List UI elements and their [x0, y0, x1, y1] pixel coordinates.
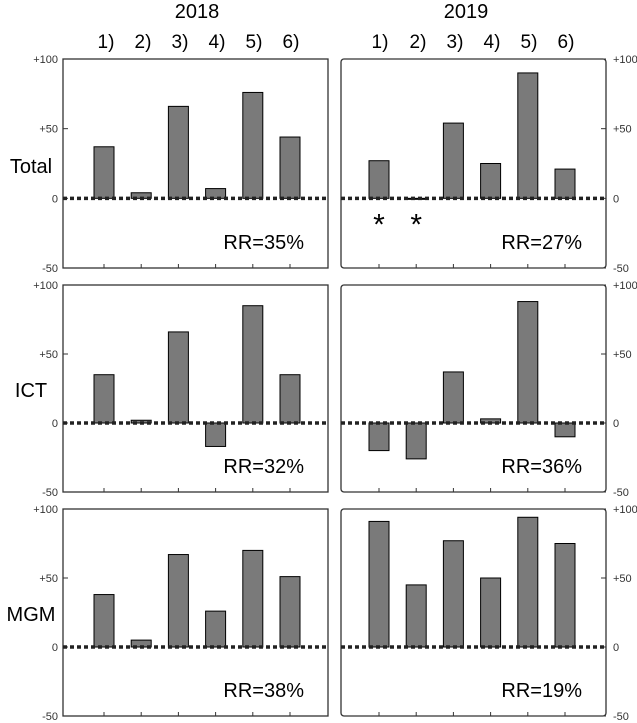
y-tick-label: -50 — [613, 711, 629, 723]
y-tick-label: -50 — [42, 263, 58, 275]
bar-ict-2018-5 — [242, 305, 264, 424]
bar-ict-2019-1 — [368, 422, 390, 452]
bar-ict-2019-5 — [517, 301, 539, 424]
bar-ict-2018-3 — [167, 331, 189, 424]
column-title-2019: 2019 — [444, 1, 489, 23]
bar-mgm-2018-3 — [167, 554, 189, 648]
bar-mgm-2018-1 — [93, 594, 115, 648]
panel-frame — [340, 58, 607, 269]
y-tick-label: +100 — [33, 54, 58, 66]
bar-total-2018-4 — [205, 188, 227, 199]
panel-total-2019: +100 +50 0 -50 * * RR=27% — [340, 54, 637, 275]
panel-ict-2019: +100 +50 0 -50 RR=36% — [340, 280, 637, 499]
bar-ict-2018-6 — [279, 374, 301, 424]
y-tick-label: +100 — [613, 504, 637, 516]
y-tick-label: +50 — [613, 124, 632, 136]
panel-total-2018: +100 +50 0 -50 RR=35% — [33, 54, 329, 275]
bar-total-2019-1 — [368, 160, 390, 199]
rr-label: RR=38% — [223, 680, 304, 702]
bar-total-2019-2 — [405, 197, 427, 200]
bar-ict-2018-4 — [205, 422, 227, 447]
bar-ict-2019-3 — [442, 371, 464, 424]
category-label: 5) — [521, 32, 538, 53]
bar-total-2019-5 — [517, 72, 539, 199]
category-label: 6) — [283, 32, 300, 53]
y-tick-label: -50 — [613, 487, 629, 499]
category-label: 1) — [98, 32, 115, 53]
bar-total-2018-3 — [167, 105, 189, 199]
category-label: 6) — [558, 32, 575, 53]
bar-total-2019-3 — [442, 122, 464, 199]
bar-ict-2018-1 — [93, 374, 115, 424]
panel-ict-2018: +100 +50 0 -50 RR=32% — [33, 280, 329, 499]
bar-mgm-2019-2 — [405, 584, 427, 648]
y-tick-label: +50 — [613, 573, 632, 585]
category-labels: 1) 2) 3) 4) 5) 6) 1) 2) 3) 4) 5) 6) — [98, 32, 575, 53]
y-tick-label: 0 — [613, 418, 619, 430]
panel-mgm-2018: +100 +50 0 -50 RR=38% — [33, 504, 329, 723]
y-tick-label: 0 — [52, 193, 58, 205]
bar-total-2018-6 — [279, 136, 301, 199]
category-label: 4) — [484, 32, 501, 53]
row-labels: Total ICT MGM — [7, 156, 56, 626]
y-tick-label: 0 — [613, 642, 619, 654]
bar-mgm-2018-4 — [205, 610, 227, 648]
bar-mgm-2019-3 — [442, 540, 464, 648]
bar-ict-2019-6 — [554, 422, 576, 438]
rr-label: RR=19% — [501, 680, 582, 702]
y-tick-label: +50 — [39, 349, 58, 361]
category-label: 3) — [447, 32, 464, 53]
bar-mgm-2018-5 — [242, 549, 264, 648]
bar-total-2019-6 — [554, 168, 576, 199]
category-label: 5) — [246, 32, 263, 53]
y-tick-label: +50 — [613, 349, 632, 361]
rr-label: RR=32% — [223, 456, 304, 478]
row-label-total: Total — [10, 156, 52, 178]
category-label: 2) — [410, 32, 427, 53]
y-tick-label: +100 — [33, 280, 58, 292]
bar-total-2018-1 — [93, 146, 115, 199]
y-tick-label: +50 — [39, 573, 58, 585]
bar-mgm-2019-5 — [517, 516, 539, 648]
y-tick-label: -50 — [613, 263, 629, 275]
y-tick-label: +100 — [613, 280, 637, 292]
bar-total-2019-4 — [480, 163, 502, 199]
column-title-2018: 2018 — [175, 1, 220, 23]
y-tick-label: +100 — [613, 54, 637, 66]
bar-mgm-2019-1 — [368, 520, 390, 648]
category-label: 1) — [372, 32, 389, 53]
y-tick-label: 0 — [613, 193, 619, 205]
bar-total-2018-5 — [242, 91, 264, 199]
rr-label: RR=27% — [501, 232, 582, 254]
column-titles: 2018 2019 — [175, 1, 489, 23]
category-label: 2) — [135, 32, 152, 53]
panel-frame — [340, 508, 607, 717]
y-tick-label: -50 — [42, 487, 58, 499]
significance-marker: * — [373, 208, 385, 241]
panel-mgm-2019: +100 +50 0 -50 RR=19% — [340, 504, 637, 723]
row-label-ict: ICT — [15, 380, 47, 402]
bar-ict-2019-2 — [405, 422, 427, 460]
significance-marker: * — [410, 208, 422, 241]
category-label: 3) — [172, 32, 189, 53]
bar-mgm-2019-4 — [480, 577, 502, 648]
y-tick-label: +50 — [39, 124, 58, 136]
row-label-mgm: MGM — [7, 604, 56, 626]
rr-label: RR=36% — [501, 456, 582, 478]
y-tick-label: 0 — [52, 418, 58, 430]
category-label: 4) — [209, 32, 226, 53]
bar-mgm-2018-6 — [279, 576, 301, 648]
y-tick-label: -50 — [42, 711, 58, 723]
rr-label: RR=35% — [223, 232, 304, 254]
y-tick-label: +100 — [33, 504, 58, 516]
bar-mgm-2019-6 — [554, 543, 576, 648]
y-tick-label: 0 — [52, 642, 58, 654]
